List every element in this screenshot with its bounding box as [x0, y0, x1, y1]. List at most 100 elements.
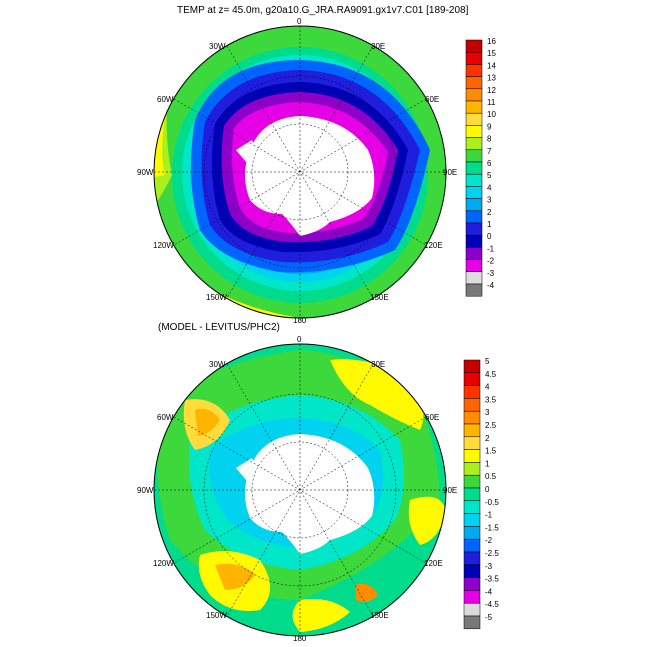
top-lon-60e: 60E	[425, 95, 439, 104]
top-colorbar-label-18: -2	[487, 257, 495, 266]
bottom-colorbar-swatch-1	[463, 372, 481, 386]
top-colorbar-swatch-17	[465, 247, 483, 260]
bottom-lon-90e: 90E	[443, 486, 457, 495]
bottom-colorbar-label-2: 4	[485, 383, 490, 392]
bottom-colorbar-label-15: -2.5	[485, 549, 499, 558]
bottom-panel-title: (MODEL - LEVITUS/PHC2)	[158, 322, 280, 333]
top-colorbar-label-12: 4	[487, 183, 492, 192]
top-colorbar-swatch-19	[465, 271, 483, 285]
top-lon-30w: 30W	[209, 42, 226, 51]
top-colorbar-label-16: 0	[487, 232, 492, 241]
top-map: 0 30E 60E 90E 120E 150E 180 150W 120W 90…	[137, 17, 457, 325]
top-colorbar-swatch-12	[465, 186, 483, 199]
top-lon-150w: 150W	[206, 293, 227, 302]
bottom-lon-0: 0	[297, 335, 302, 344]
top-colorbar-label-6: 10	[487, 110, 496, 119]
top-colorbar-label-20: -4	[487, 281, 495, 290]
bottom-colorbar-swatch-15	[463, 551, 481, 566]
top-colorbar-swatch-13	[465, 198, 483, 212]
bottom-colorbar-label-14: -2	[485, 536, 493, 545]
bottom-lon-180: 180	[293, 634, 307, 643]
top-colorbar-label-4: 12	[487, 86, 496, 95]
top-lon-60w: 60W	[157, 95, 174, 104]
top-lon-30e: 30E	[371, 42, 385, 51]
top-colorbar-label-9: 7	[487, 147, 492, 156]
bottom-colorbar-swatch-20	[463, 615, 481, 630]
bottom-colorbar-label-6: 2	[485, 434, 490, 443]
bottom-colorbar-swatch-7	[463, 449, 481, 463]
bottom-colorbar-label-16: -3	[485, 562, 493, 571]
top-colorbar-swatch-10	[465, 161, 483, 175]
top-colorbar-swatch-5	[465, 100, 483, 114]
bottom-colorbar-swatch-8	[463, 462, 481, 476]
bottom-colorbar-label-20: -5	[485, 613, 493, 622]
bottom-colorbar-swatch-17	[463, 577, 481, 591]
top-lon-120e: 120E	[424, 241, 443, 250]
bottom-colorbar-label-5: 2.5	[485, 421, 497, 430]
top-lon-0: 0	[297, 17, 302, 26]
bottom-map: 0 30E 60E 90E 120E 150E 180 150W 120W 90…	[137, 335, 457, 643]
bottom-colorbar-swatch-12	[463, 513, 481, 527]
top-colorbar-label-3: 13	[487, 74, 496, 83]
top-colorbar-swatch-14	[465, 210, 483, 224]
bottom-colorbar-label-18: -4	[485, 587, 493, 596]
top-colorbar-label-8: 8	[487, 135, 492, 144]
top-colorbar-swatch-2	[465, 64, 483, 77]
bottom-colorbar-label-9: 0.5	[485, 472, 497, 481]
top-lon-90w: 90W	[137, 168, 154, 177]
bottom-map-frame	[153, 343, 447, 637]
bottom-colorbar-label-11: -0.5	[485, 498, 499, 507]
bottom-colorbar-label-13: -1.5	[485, 523, 499, 532]
top-colorbar-label-14: 2	[487, 208, 492, 217]
top-colorbar-label-11: 5	[487, 171, 492, 180]
bottom-colorbar-swatch-11	[463, 500, 481, 514]
top-colorbar-swatch-8	[465, 137, 483, 151]
top-lon-180: 180	[293, 316, 307, 325]
bottom-colorbar-swatch-3	[463, 398, 481, 412]
top-panel-title: TEMP at z= 45.0m, g20a10.G_JRA.RA9091.gx…	[177, 5, 469, 16]
bottom-colorbar-label-17: -3.5	[485, 575, 499, 584]
bottom-colorbar: 5 4.5 4 3.5 3 2.5 2 1.5 1 0.5 0 -0.5 -1 -1.5 -2 -2.5 -3 -…	[463, 357, 499, 630]
bottom-colorbar-swatch-5	[463, 423, 481, 438]
top-lon-120w: 120W	[153, 241, 174, 250]
top-colorbar-swatch-9	[465, 149, 483, 163]
bottom-lon-150w: 150W	[206, 611, 227, 620]
bottom-lon-60w: 60W	[157, 413, 174, 422]
bottom-lon-120e: 120E	[424, 559, 443, 568]
top-colorbar-label-5: 11	[487, 98, 496, 107]
top-colorbar-swatch-0	[465, 39, 483, 53]
top-colorbar-label-19: -3	[487, 269, 495, 278]
bottom-colorbar-label-0: 5	[485, 357, 490, 366]
bottom-colorbar-swatch-2	[463, 385, 481, 399]
top-map-frame	[153, 25, 447, 319]
top-colorbar-label-17: -1	[487, 244, 495, 253]
top-colorbar-label-13: 3	[487, 196, 492, 205]
bottom-colorbar-swatch-6	[463, 436, 481, 450]
bottom-colorbar-swatch-18	[463, 590, 481, 604]
top-colorbar-swatch-15	[465, 222, 483, 236]
top-colorbar-swatch-20	[465, 283, 483, 297]
bottom-lon-30e: 30E	[371, 360, 385, 369]
bottom-colorbar-swatch-0	[463, 359, 481, 374]
bottom-colorbar-swatch-14	[463, 538, 481, 553]
top-colorbar-swatch-1	[465, 51, 483, 65]
bottom-lon-120w: 120W	[153, 559, 174, 568]
bottom-colorbar-label-19: -4.5	[485, 600, 499, 609]
bottom-colorbar-swatch-16	[463, 564, 481, 578]
bottom-colorbar-label-4: 3	[485, 408, 490, 417]
top-colorbar-label-7: 9	[487, 122, 492, 131]
bottom-lon-60e: 60E	[425, 413, 439, 422]
bottom-colorbar-swatch-19	[463, 602, 481, 617]
bottom-colorbar-swatch-13	[463, 526, 481, 540]
top-lon-90e: 90E	[443, 168, 457, 177]
bottom-lon-90w: 90W	[137, 486, 154, 495]
top-colorbar-label-0: 16	[487, 37, 496, 46]
top-colorbar-swatch-3	[465, 76, 483, 90]
top-lon-150e: 150E	[370, 293, 389, 302]
top-colorbar-swatch-16	[465, 234, 483, 248]
bottom-colorbar-label-1: 4.5	[485, 370, 497, 379]
bottom-colorbar-swatch-9	[463, 474, 481, 489]
top-colorbar-swatch-18	[465, 259, 483, 273]
